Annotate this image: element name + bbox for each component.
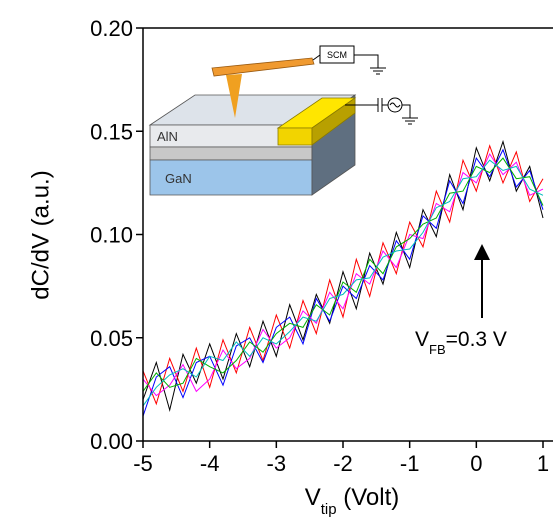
x-label-sub: tip	[321, 501, 337, 518]
data-line	[143, 152, 544, 397]
y-tick-label: 0.15	[90, 119, 133, 144]
electrode-side	[311, 97, 356, 146]
scm-label: SCM	[327, 50, 347, 60]
x-tick-label: -3	[267, 451, 287, 476]
x-axis-label: Vtip (Volt)	[305, 484, 400, 518]
y-axis-label: dC/dV (a.u.)	[27, 170, 54, 299]
x-tick-label: 0	[470, 451, 482, 476]
ground-2	[389, 102, 418, 125]
annotation-rest: =0.3 V	[446, 328, 507, 351]
inset: SCM AlN GaN	[148, 45, 418, 196]
annotation-sub: FB	[429, 342, 446, 357]
annotation: VFB=0.3 V	[415, 328, 507, 357]
y-tick-label: 0.05	[90, 326, 133, 351]
capacitor	[345, 98, 388, 112]
data-line	[143, 159, 544, 407]
aln-label: AlN	[157, 129, 178, 144]
y-tick-label: 0.00	[90, 429, 133, 454]
electrode-front	[277, 127, 313, 146]
x-tick-label: -4	[200, 451, 220, 476]
x-label-rest: (Volt)	[337, 484, 400, 511]
y-tick-label: 0.20	[90, 16, 133, 41]
x-label-main: V	[305, 484, 321, 511]
x-tick-label: -1	[400, 451, 420, 476]
annotation-main: V	[415, 328, 429, 351]
x-tick-label: 1	[537, 451, 549, 476]
series-layer	[143, 139, 544, 417]
gan-label: GaN	[165, 171, 192, 186]
wire	[312, 54, 321, 61]
x-tick-label: -5	[133, 451, 153, 476]
data-line	[143, 157, 544, 392]
data-line	[143, 144, 544, 406]
cantilever	[211, 57, 315, 77]
data-line	[143, 139, 544, 412]
tip	[226, 74, 242, 118]
y-tick-label: 0.10	[90, 223, 133, 248]
ground-1	[354, 54, 386, 75]
spacer-front	[149, 146, 313, 161]
x-tick-label: -2	[333, 451, 353, 476]
